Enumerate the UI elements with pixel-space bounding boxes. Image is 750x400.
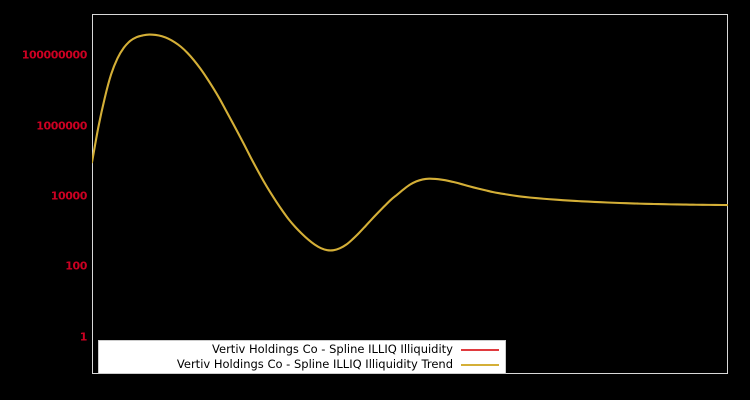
y-tick-label: 1 (79, 330, 88, 344)
series-line-trend (92, 33, 728, 252)
y-tick-label: 100 (65, 259, 87, 273)
y-tick-label: 10000 (50, 189, 88, 203)
legend-swatch-illiquidity (461, 348, 499, 351)
legend-swatch-illiquidity-trend (461, 363, 499, 366)
legend-label-illiquidity-trend: Vertiv Holdings Co - Spline ILLIQ Illiqu… (176, 356, 453, 371)
legend-item-illiquidity[interactable]: Vertiv Holdings Co - Spline ILLIQ Illiqu… (99, 342, 505, 357)
plot-area-frame (92, 14, 728, 374)
legend-item-illiquidity-trend[interactable]: Vertiv Holdings Co - Spline ILLIQ Illiqu… (99, 357, 505, 372)
series-group (92, 33, 728, 252)
chart-legend[interactable]: Vertiv Holdings Co - Spline ILLIQ Illiqu… (98, 340, 506, 374)
y-tick-label: 100000000 (21, 48, 88, 62)
legend-label-illiquidity: Vertiv Holdings Co - Spline ILLIQ Illiqu… (212, 341, 453, 356)
plot-canvas (92, 14, 728, 252)
y-tick-label: 1000000 (36, 119, 87, 133)
y-axis-tick-labels: 100000000 1000000 10000 100 1 (0, 0, 88, 400)
